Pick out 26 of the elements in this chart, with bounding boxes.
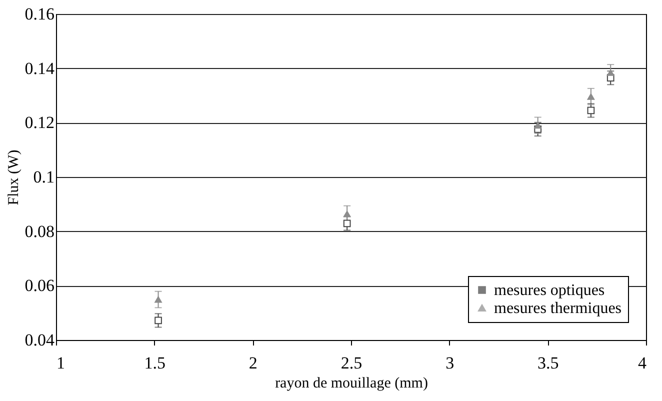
x-tick-label: 3	[446, 354, 454, 372]
x-tick-label: 4	[638, 354, 647, 372]
y-tick-label: 0.08	[24, 222, 54, 241]
point	[606, 69, 614, 76]
y-tick-label: 0.06	[24, 276, 54, 296]
y-tick-label: 0.1	[33, 168, 54, 186]
point	[587, 106, 595, 114]
x-tick-label: 1	[56, 354, 65, 372]
point	[343, 210, 351, 218]
x-tick-label: 3.5	[538, 354, 559, 372]
legend-label: mesures thermiques	[494, 300, 622, 317]
point	[587, 93, 595, 100]
x-tick-label: 2	[248, 354, 258, 372]
x-axis-title: rayon de mouillage (mm)	[275, 376, 428, 392]
y-tick-label: 0.16	[24, 4, 54, 24]
point	[534, 122, 542, 129]
point	[154, 296, 162, 303]
y-axis-title: Flux (W)	[6, 150, 22, 206]
legend-label: mesures optiques	[494, 282, 605, 299]
y-tick-label: 0.12	[24, 113, 54, 132]
point	[154, 316, 162, 324]
point	[343, 220, 351, 228]
y-tick-label: 0.14	[24, 58, 55, 78]
x-tick-label: 1.5	[144, 354, 166, 372]
x-tick-label: 2.5	[340, 354, 362, 372]
y-tick-label: 0.04	[24, 330, 55, 350]
